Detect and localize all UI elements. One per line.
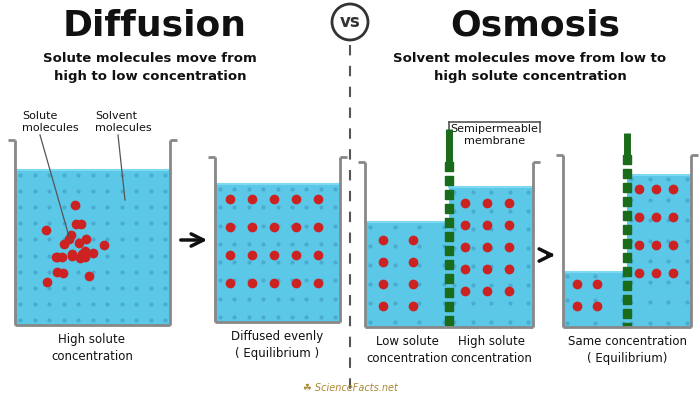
Bar bbox=[445, 190, 453, 199]
Bar bbox=[623, 169, 631, 178]
Bar bbox=[623, 253, 631, 262]
Bar bbox=[445, 246, 453, 255]
Bar bbox=[445, 274, 453, 283]
Bar bbox=[623, 323, 631, 327]
Bar bbox=[623, 267, 631, 276]
Bar bbox=[365, 222, 449, 327]
Bar bbox=[623, 211, 631, 220]
Bar bbox=[445, 218, 453, 227]
Bar bbox=[215, 184, 340, 322]
Bar bbox=[15, 170, 170, 325]
Bar bbox=[623, 309, 631, 318]
Bar bbox=[445, 260, 453, 269]
Text: Osmosis: Osmosis bbox=[450, 8, 620, 42]
Bar bbox=[563, 272, 627, 327]
Bar bbox=[445, 204, 453, 213]
Text: High solute
concentration: High solute concentration bbox=[450, 335, 532, 365]
Bar bbox=[445, 176, 453, 185]
Text: Diffusion: Diffusion bbox=[63, 8, 247, 42]
Text: Solvent molecules move from low to
high solute concentration: Solvent molecules move from low to high … bbox=[393, 52, 666, 83]
Text: Solute
molecules: Solute molecules bbox=[22, 111, 78, 133]
Text: vs: vs bbox=[340, 13, 360, 31]
Bar bbox=[445, 162, 453, 171]
Bar bbox=[623, 197, 631, 206]
Text: Semipermeable
membrane: Semipermeable membrane bbox=[451, 124, 538, 146]
Bar bbox=[445, 316, 453, 325]
Bar bbox=[623, 183, 631, 192]
Bar bbox=[445, 288, 453, 297]
Text: Diffused evenly
( Equilibrium ): Diffused evenly ( Equilibrium ) bbox=[231, 330, 323, 360]
Bar bbox=[445, 302, 453, 311]
Bar bbox=[449, 187, 533, 327]
Bar bbox=[623, 155, 631, 164]
Text: Low solute
concentration: Low solute concentration bbox=[366, 335, 448, 365]
Bar bbox=[627, 175, 691, 327]
Bar bbox=[623, 295, 631, 304]
Bar bbox=[623, 281, 631, 290]
Text: High solute
concentration: High solute concentration bbox=[51, 333, 133, 363]
Text: ☘ ScienceFacts.net: ☘ ScienceFacts.net bbox=[302, 383, 398, 393]
Text: Solvent
molecules: Solvent molecules bbox=[95, 111, 152, 133]
Text: Same concentration
( Equilibrium): Same concentration ( Equilibrium) bbox=[568, 335, 687, 365]
Bar bbox=[623, 239, 631, 248]
Text: Solute molecules move from
high to low concentration: Solute molecules move from high to low c… bbox=[43, 52, 257, 83]
Bar bbox=[445, 232, 453, 241]
Bar bbox=[623, 225, 631, 234]
